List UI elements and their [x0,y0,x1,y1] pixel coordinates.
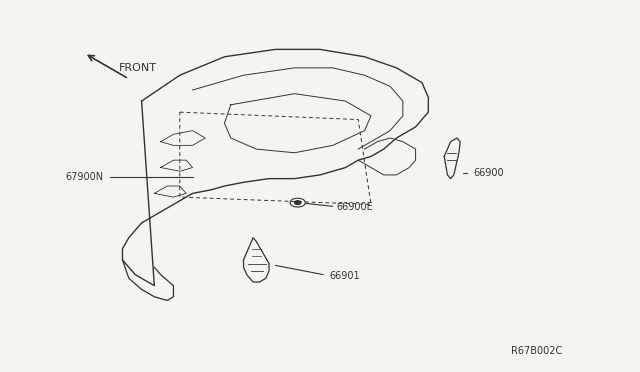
Circle shape [294,201,301,205]
Text: 67900N: 67900N [65,172,103,182]
Text: FRONT: FRONT [119,63,157,73]
Text: 66900: 66900 [473,168,504,178]
Text: R67B002C: R67B002C [511,346,562,356]
Text: 66900E: 66900E [336,202,372,212]
Text: 66901: 66901 [330,272,360,282]
